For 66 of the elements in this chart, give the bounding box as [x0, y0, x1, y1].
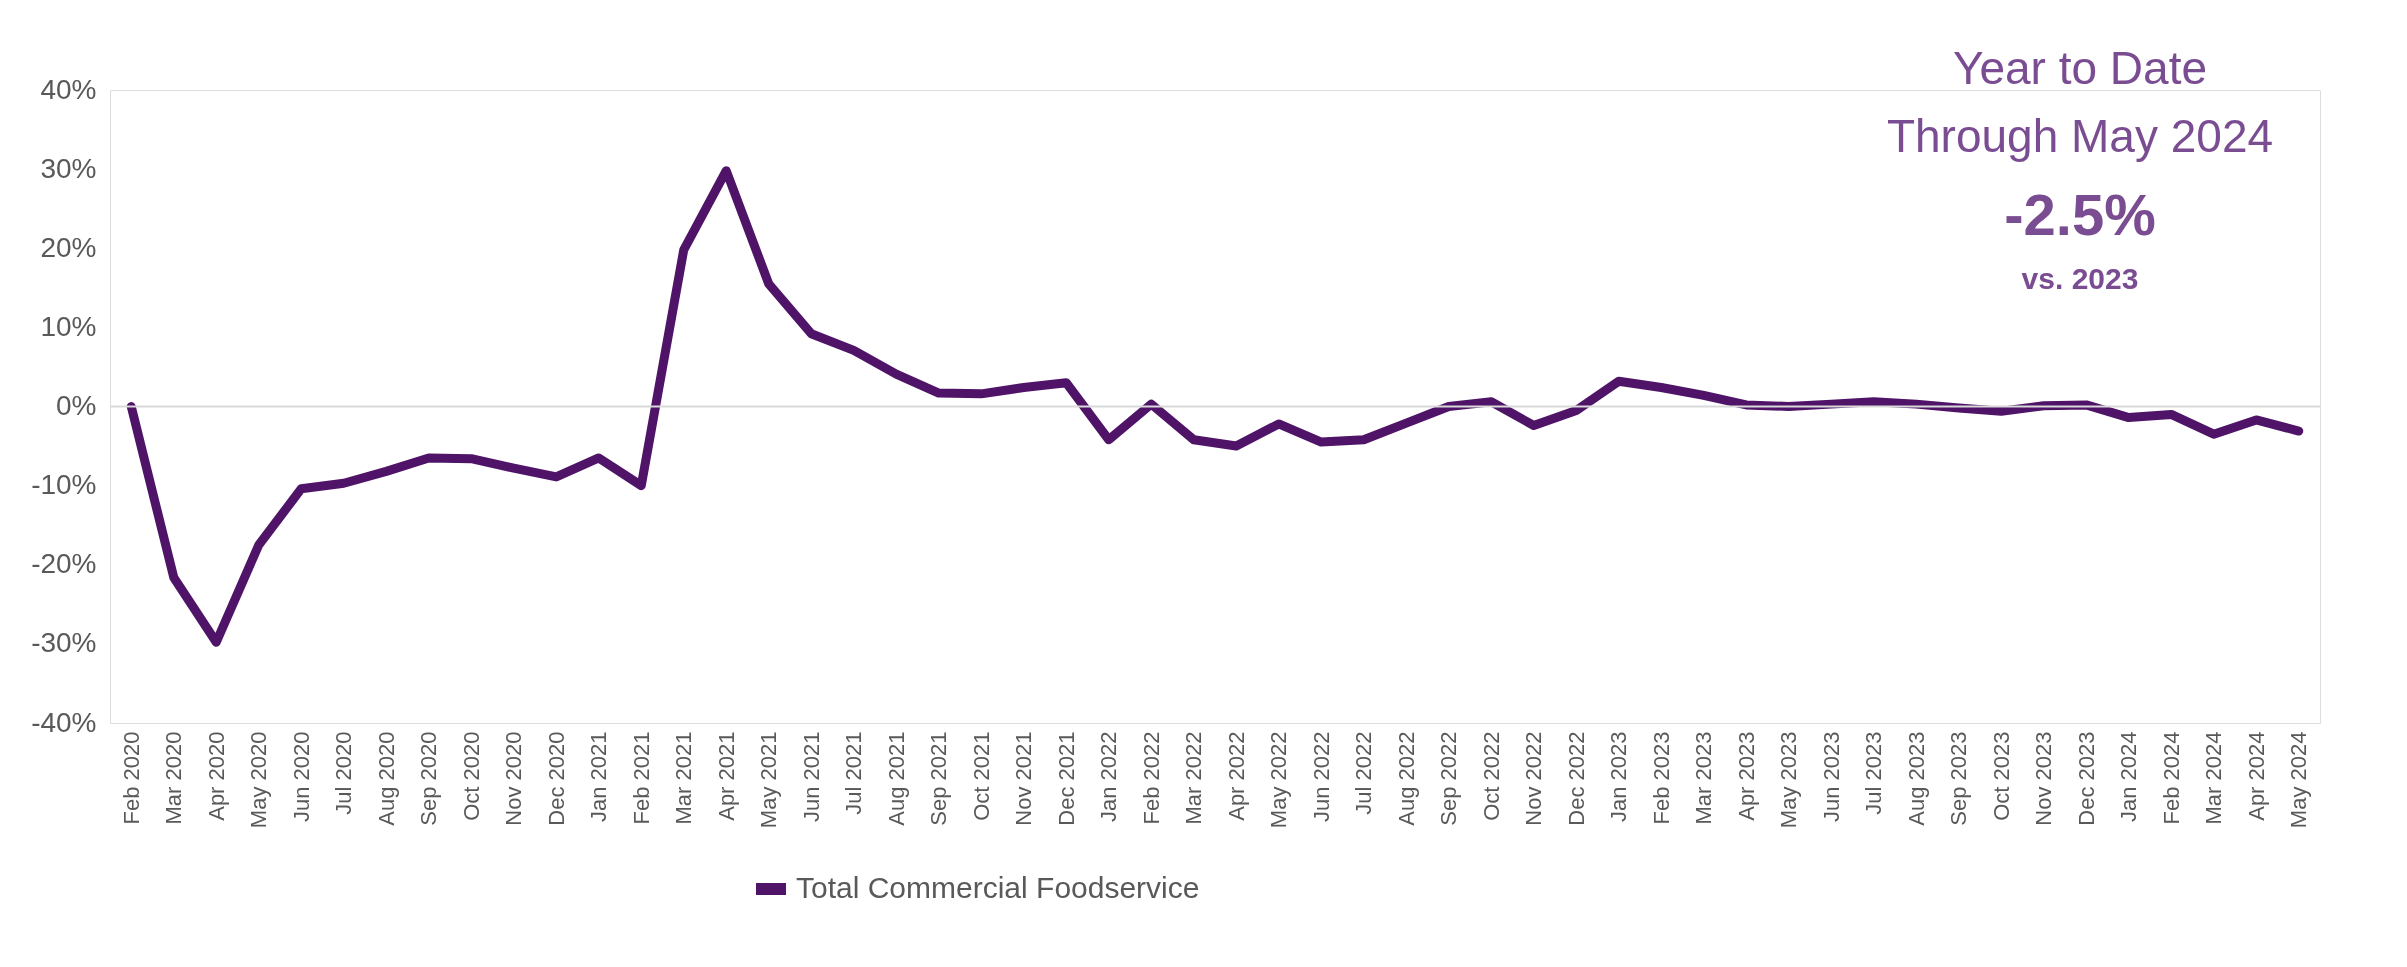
x-tick-label: Apr 2020	[203, 731, 229, 821]
x-tick-label: Feb 2020	[118, 731, 144, 825]
x-tick-label: Oct 2023	[1988, 731, 2014, 821]
x-tick-label: Jan 2024	[2116, 731, 2142, 823]
x-tick-label: Mar 2021	[671, 731, 697, 825]
y-tick-label: 20%	[40, 231, 97, 263]
y-tick-label: 30%	[40, 152, 97, 184]
legend-label: Total Commercial Foodservice	[796, 871, 1200, 904]
x-tick-label: Jun 2021	[798, 731, 824, 823]
x-tick-label: Jul 2023	[1861, 731, 1887, 815]
x-tick-label: Nov 2023	[2031, 731, 2057, 826]
x-tick-label: Sep 2022	[1436, 731, 1462, 826]
x-tick-label: May 2022	[1266, 731, 1292, 829]
x-tick-label: Jun 2023	[1818, 731, 1844, 823]
x-tick-label: May 2024	[2286, 731, 2312, 829]
x-tick-label: Dec 2021	[1053, 731, 1079, 826]
x-tick-label: Feb 2022	[1138, 731, 1164, 825]
x-tick-label: Feb 2024	[2158, 731, 2184, 825]
annotation: Year to Date	[1952, 42, 2208, 94]
y-tick-label: 0%	[56, 390, 97, 421]
x-tick-label: Nov 2020	[501, 731, 527, 826]
y-tick-label: -40%	[31, 706, 97, 738]
x-tick-label: Jul 2020	[331, 731, 357, 815]
x-tick-label: Apr 2024	[2243, 731, 2269, 821]
x-tick-label: Apr 2021	[713, 731, 739, 821]
x-tick-label: Dec 2020	[543, 731, 569, 826]
x-tick-label: Nov 2021	[1011, 731, 1037, 826]
x-tick-label: Aug 2021	[883, 731, 909, 826]
x-tick-label: Mar 2024	[2201, 731, 2227, 825]
x-tick-label: Jan 2021	[586, 731, 612, 823]
y-tick-label: 40%	[40, 73, 97, 105]
x-tick-label: Jun 2020	[288, 731, 314, 823]
x-tick-label: Sep 2023	[1946, 731, 1972, 826]
y-tick-label: -30%	[31, 627, 97, 659]
x-tick-label: Jun 2022	[1308, 731, 1334, 823]
x-tick-label: May 2020	[246, 731, 272, 829]
x-tick-label: May 2021	[756, 731, 782, 829]
y-tick-label: 10%	[40, 310, 97, 342]
x-tick-label: Mar 2022	[1181, 731, 1207, 825]
y-tick-label: -20%	[31, 548, 97, 580]
x-tick-label: Sep 2021	[926, 731, 952, 826]
annotation: Through May 2024	[1886, 110, 2274, 162]
x-tick-label: Aug 2023	[1903, 731, 1929, 826]
x-tick-label: Jul 2022	[1351, 731, 1377, 815]
x-tick-label: Oct 2022	[1478, 731, 1504, 821]
x-tick-label: May 2023	[1776, 731, 1802, 829]
x-tick-label: Feb 2021	[628, 731, 654, 825]
x-tick-label: Oct 2020	[458, 731, 484, 821]
annotation: vs. 2023	[2021, 262, 2139, 295]
x-tick-label: Feb 2023	[1648, 731, 1674, 825]
y-tick-label: -10%	[31, 469, 97, 501]
annotation: -2.5%	[2004, 182, 2156, 247]
x-tick-label: Jan 2022	[1096, 731, 1122, 823]
x-tick-label: Jan 2023	[1606, 731, 1632, 823]
x-tick-label: Sep 2020	[416, 731, 442, 826]
x-tick-label: Oct 2021	[968, 731, 994, 821]
x-tick-label: Dec 2023	[2073, 731, 2099, 826]
x-tick-label: Apr 2022	[1223, 731, 1249, 821]
x-tick-label: Mar 2023	[1691, 731, 1717, 825]
x-tick-label: Apr 2023	[1733, 731, 1759, 821]
x-tick-label: Jul 2021	[841, 731, 867, 815]
x-tick-label: Dec 2022	[1563, 731, 1589, 826]
x-tick-label: Mar 2020	[161, 731, 187, 825]
x-tick-label: Nov 2022	[1521, 731, 1547, 826]
x-tick-label: Aug 2020	[373, 731, 399, 826]
x-tick-label: Aug 2022	[1393, 731, 1419, 826]
